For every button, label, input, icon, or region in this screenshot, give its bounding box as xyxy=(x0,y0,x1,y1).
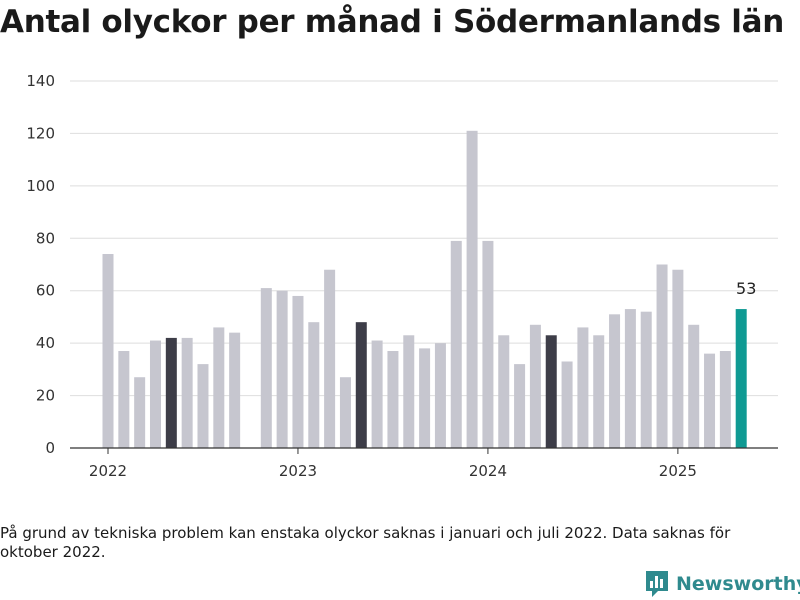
bar xyxy=(450,240,462,448)
x-tick-label: 2023 xyxy=(279,462,317,480)
bar-chart-logo-icon xyxy=(646,571,668,597)
footnote: På grund av tekniska problem kan enstaka… xyxy=(0,524,731,561)
bar xyxy=(561,361,573,448)
brand-logo: Newsworthy xyxy=(644,568,800,600)
bar xyxy=(434,343,446,448)
bar xyxy=(688,324,700,448)
bar xyxy=(498,335,510,448)
y-tick-label: 100 xyxy=(26,177,55,195)
bar xyxy=(672,269,684,448)
bar xyxy=(292,295,304,448)
y-tick-label: 80 xyxy=(36,229,55,247)
bar xyxy=(197,364,209,448)
bar xyxy=(466,130,478,449)
bar xyxy=(593,335,605,448)
bar xyxy=(514,364,526,448)
bar xyxy=(609,314,621,448)
bar xyxy=(371,340,383,448)
bar-chart: 0 20 40 60 80 100 120 140 53 2022 2023 2024 2025 xyxy=(26,72,778,480)
bar xyxy=(213,327,225,448)
bar xyxy=(719,351,731,448)
bar xyxy=(324,269,336,448)
bar xyxy=(704,353,716,448)
bar xyxy=(308,322,320,448)
bar xyxy=(735,309,747,448)
bar xyxy=(545,335,557,448)
bar xyxy=(355,322,367,448)
bar xyxy=(149,340,161,448)
bar xyxy=(419,348,431,448)
y-tick-label: 20 xyxy=(36,387,55,405)
bar xyxy=(134,377,146,448)
bar xyxy=(339,377,351,448)
bar xyxy=(387,351,399,448)
bar xyxy=(260,288,272,448)
chart-title: Antal olyckor per månad i Södermanlands … xyxy=(0,4,784,40)
bar xyxy=(577,327,589,448)
bar xyxy=(165,337,177,448)
bar xyxy=(529,324,541,448)
bar xyxy=(118,351,130,448)
y-tick-label: 0 xyxy=(45,439,55,457)
bar xyxy=(181,337,193,448)
bar xyxy=(229,332,241,448)
bar xyxy=(656,264,668,448)
x-tick-label: 2025 xyxy=(659,462,697,480)
y-tick-label: 140 xyxy=(26,72,55,90)
brand-name: Newsworthy xyxy=(676,573,800,595)
y-tick-label: 120 xyxy=(26,124,55,142)
bar xyxy=(102,254,114,448)
x-tick-label: 2022 xyxy=(89,462,127,480)
bar xyxy=(640,311,652,448)
x-tick-label: 2024 xyxy=(469,462,507,480)
bar xyxy=(482,240,494,448)
data-label: 53 xyxy=(736,279,756,298)
bar xyxy=(403,335,415,448)
y-tick-label: 60 xyxy=(36,282,55,300)
y-tick-label: 40 xyxy=(36,334,55,352)
bar xyxy=(624,309,636,448)
bar xyxy=(276,290,288,448)
